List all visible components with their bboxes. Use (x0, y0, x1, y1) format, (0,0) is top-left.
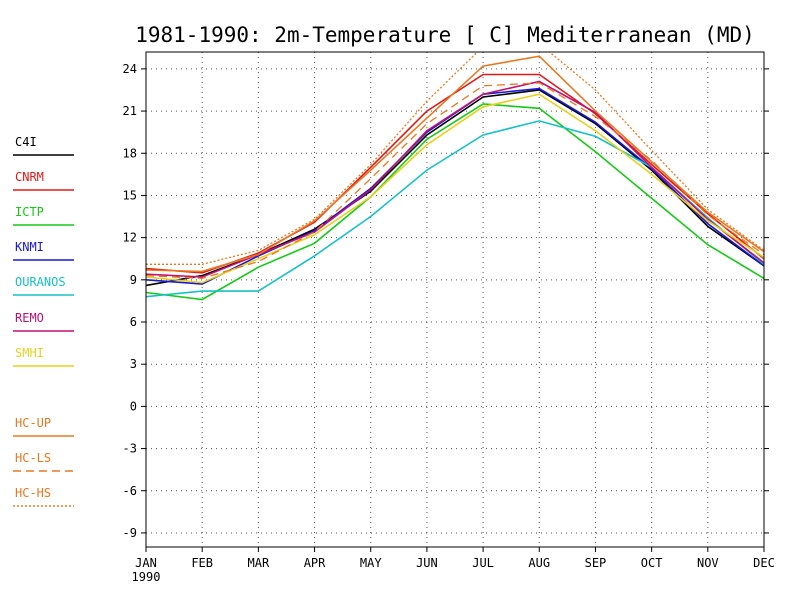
y-tick-label: -6 (123, 484, 137, 498)
plot-frame (145, 51, 765, 548)
legend-label-smhi: SMHI (15, 346, 44, 360)
legend-label-knmi: KNMI (15, 240, 44, 254)
legend: C4I CNRM ICTP KNMI OURANOS REMO SMHI HC-UP HC-LS… (13, 135, 74, 507)
series-line-hc-up (146, 55, 764, 273)
x-tick-label: JUN (416, 556, 438, 570)
x-tick-label: MAY (360, 556, 382, 570)
legend-label-ouranos: OURANOS (15, 275, 66, 289)
legend-label-ictp: ICTP (15, 205, 44, 219)
y-tick-label: -3 (123, 442, 137, 456)
x-tick-label: MAR (248, 556, 270, 570)
series-line-remo (146, 80, 764, 278)
x-tick-label: AUG (528, 556, 550, 570)
x-tick-label: OCT (641, 556, 663, 570)
y-tick-label: 18 (123, 146, 137, 160)
series-line-smhi (146, 93, 764, 284)
legend-label-cnrm: CNRM (15, 170, 44, 184)
series-lines (146, 52, 764, 301)
x-axis-ticks: JAN FEB MAR APR MAY JUN JUL AUG SEP OCT NOV DEC 1990 (132, 547, 775, 584)
x-tick-label: JAN (135, 556, 157, 570)
series-line-ictp (146, 103, 764, 301)
legend-label-hc-up: HC-UP (15, 416, 51, 430)
x-tick-label: FEB (191, 556, 213, 570)
series-line-hc-ls (146, 82, 764, 280)
y-tick-label: 15 (123, 188, 137, 202)
x-tick-label: SEP (585, 556, 607, 570)
y-tick-label: 6 (130, 315, 137, 329)
x-tick-label: NOV (697, 556, 719, 570)
legend-label-hc-hs: HC-HS (15, 486, 51, 500)
series-line-hc-hs (146, 52, 764, 265)
y-axis-ticks: 24 21 18 15 12 9 6 3 0 -3 -6 -9 (123, 62, 769, 540)
y-tick-label: -9 (123, 526, 137, 540)
y-tick-label: 21 (123, 104, 137, 118)
legend-label-hc-ls: HC-LS (15, 451, 51, 465)
x-tick-label: APR (304, 556, 326, 570)
x-year-label: 1990 (132, 570, 161, 584)
x-tick-label: DEC (753, 556, 775, 570)
x-tick-label: JUL (472, 556, 494, 570)
y-tick-label: 12 (123, 231, 137, 245)
y-tick-label: 3 (130, 357, 137, 371)
y-tick-label: 0 (130, 399, 137, 413)
y-tick-label: 9 (130, 273, 137, 287)
legend-label-c4i: C4I (15, 135, 37, 149)
grid (146, 52, 764, 547)
legend-label-remo: REMO (15, 311, 44, 325)
plot-area (146, 52, 764, 301)
y-tick-label: 24 (123, 62, 137, 76)
series-line-ouranos (146, 120, 764, 298)
chart-title: 1981-1990: 2m-Temperature [ C] Mediterra… (135, 23, 755, 47)
